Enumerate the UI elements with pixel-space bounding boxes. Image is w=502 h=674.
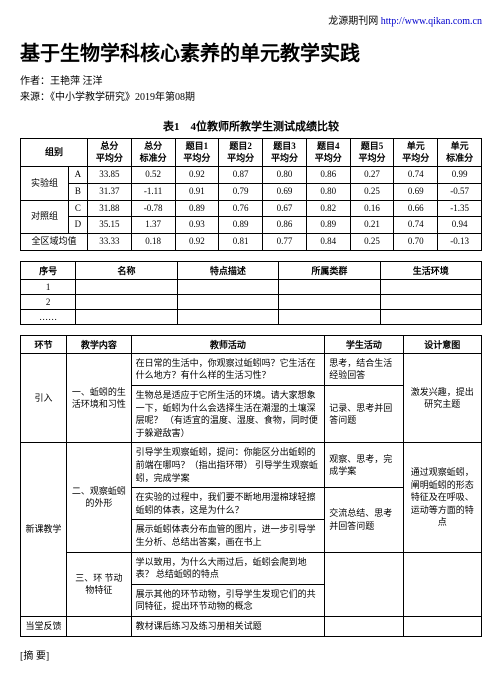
t1-group: 对照组 [21,200,69,233]
t1-h-unitavg: 单元平均分 [394,139,438,167]
header-prefix: 龙源期刊网 [328,16,381,27]
t1-h-q3: 题目3平均分 [263,139,307,167]
header-link: 龙源期刊网 http://www.qikan.com.cn [20,12,482,27]
meta-block: 作者：王艳萍 汪洋 来源：《中小学教学研究》2019年第08期 [20,74,482,106]
table-row: 1 [21,279,482,294]
t1-h-q5: 题目5平均分 [350,139,394,167]
authors: 王艳萍 汪洋 [50,76,103,87]
t1-h-q4: 题目4平均分 [306,139,350,167]
page-title: 基于生物学科核心素养的单元教学实践 [20,37,482,66]
table-row: …… [21,309,482,324]
table-row: 新课教学 二、观察蚯蚓的外形 引导学生观察蚯蚓，提问：你能区分出蚯蚓的前端在哪吗… [21,443,482,488]
t1-h-totalavg: 总分平均分 [87,139,131,167]
table-row: 对照组 C 31.88 -0.78 0.89 0.76 0.67 0.82 0.… [21,200,482,217]
t1-h-q2: 题目2平均分 [219,139,263,167]
t1-h-unitsd: 单元标准分 [438,139,482,167]
table1: 组别 总分平均分 总分标准分 题目1平均分 题目2平均分 题目3平均分 题目4平… [20,138,482,251]
t1-group: 实验组 [21,167,69,200]
t1-h-q1: 题目1平均分 [175,139,219,167]
table1-caption: 表1 4位教师所教学生测试成绩比较 [20,118,482,134]
source-label: 来源： [20,92,50,103]
table-row: 当堂反馈 教材课后练习及练习册相关试题 [21,616,482,636]
t1-h-group: 组别 [21,139,88,167]
header-url: http://www.qikan.com.cn [381,16,482,27]
table-row: 引入 一、蚯蚓的生活环境和习性 在日常的生活中，你观察过蚯蚓吗？它生活在什么地方… [21,353,482,385]
table-row: B 31.37 -1.11 0.91 0.79 0.69 0.80 0.25 0… [21,184,482,201]
table-row: 全区域均值 33.33 0.18 0.92 0.81 0.77 0.84 0.2… [21,234,482,251]
table-row: 2 [21,294,482,309]
source: 《中小学教学研究》2019年第08期 [50,92,195,103]
table-row: 实验组 A 33.85 0.52 0.92 0.87 0.80 0.86 0.2… [21,167,482,184]
author-label: 作者： [20,76,50,87]
table2: 序号 名称 特点描述 所属类群 生活环境 1 2 …… [20,261,482,325]
table-row: 三、环 节动物特征 学以致用，为什么大雨过后，蚯蚓会爬到地表？ 总结蚯蚓的特点 [21,552,482,584]
table3: 环节 教学内容 教师活动 学生活动 设计意图 引入 一、蚯蚓的生活环境和习性 在… [20,335,482,637]
table-row: D 35.15 1.37 0.93 0.89 0.86 0.89 0.21 0.… [21,217,482,234]
t1-h-totalsd: 总分标准分 [131,139,175,167]
